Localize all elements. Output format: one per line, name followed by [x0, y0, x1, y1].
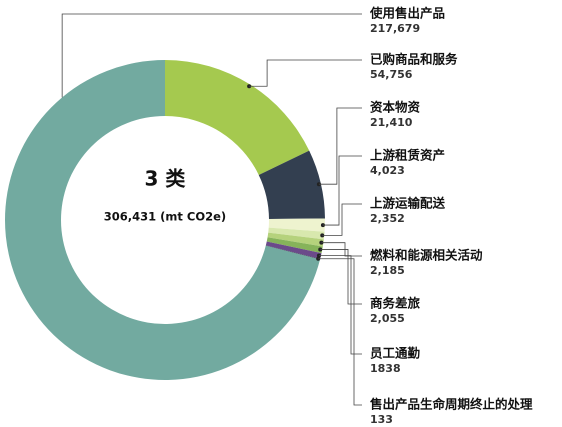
- leader-line: [318, 258, 362, 406]
- value-label: 4,023: [370, 164, 405, 177]
- value-label: 21,410: [370, 116, 413, 129]
- leader-line: [61, 13, 362, 98]
- legend-label: 商务差旅: [370, 296, 421, 311]
- legend-label: 燃料和能源相关活动: [370, 248, 483, 263]
- leader-line: [320, 249, 362, 305]
- value-label: 133: [370, 413, 393, 426]
- legend-label: 上游租赁资产: [370, 148, 445, 163]
- donut-slice: [268, 218, 325, 232]
- donut-slice: [165, 60, 310, 175]
- leader-line: [249, 59, 362, 87]
- chart-subtitle: 306,431 (mt CO2e): [104, 210, 226, 224]
- donut-slice: [4, 60, 321, 380]
- legend-label: 使用售出产品: [369, 6, 445, 21]
- legend-label: 员工通勤: [370, 346, 421, 361]
- chart-title: 3 类: [145, 167, 186, 191]
- value-label: 1838: [370, 362, 401, 375]
- donut-slice: [265, 241, 322, 260]
- donut-slice: [266, 237, 323, 254]
- legend-label: 上游运输配送: [370, 196, 446, 211]
- legend-label: 已购商品和服务: [370, 52, 458, 67]
- legend-label: 资本物资: [370, 100, 421, 115]
- value-label: 2,055: [370, 312, 405, 325]
- donut-slice: [268, 227, 325, 240]
- leader-line: [322, 203, 362, 236]
- leader-line: [318, 107, 362, 185]
- donut-slice: [265, 245, 321, 260]
- legend-label: 售出产品生命周期终止的处理: [370, 397, 533, 412]
- donut-slice: [267, 232, 324, 247]
- leader-line: [322, 155, 362, 226]
- value-label: 2,185: [370, 264, 405, 277]
- leader-line: [318, 255, 362, 355]
- value-label: 2,352: [370, 212, 405, 225]
- value-label: 217,679: [370, 22, 420, 35]
- value-label: 54,756: [370, 68, 413, 81]
- donut-slice: [258, 150, 325, 220]
